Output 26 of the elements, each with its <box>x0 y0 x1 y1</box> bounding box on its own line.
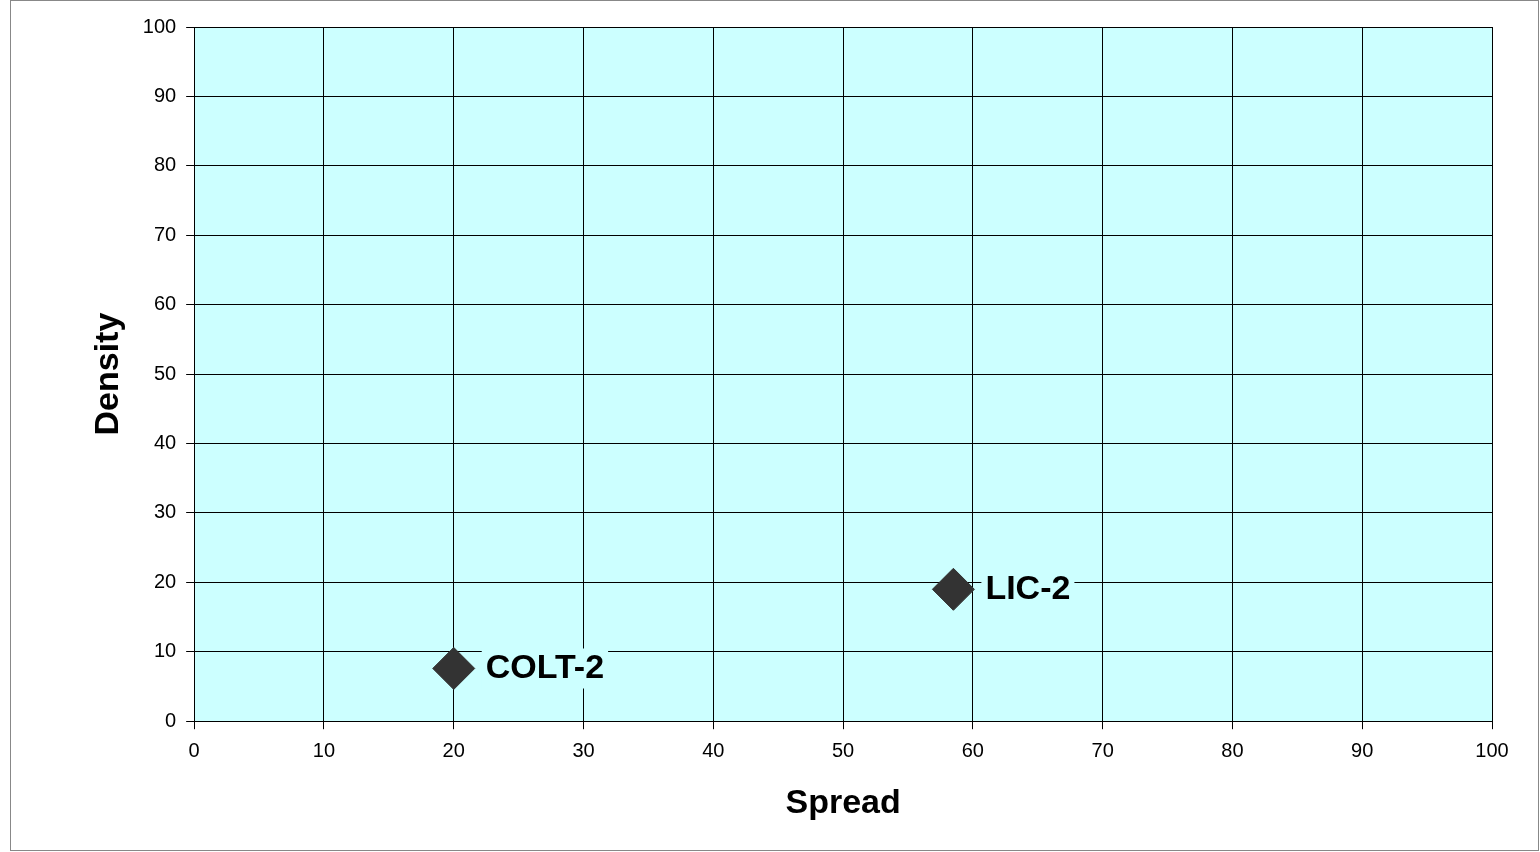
x-tick-label: 40 <box>702 738 725 761</box>
x-axis-title: Spread <box>785 781 901 820</box>
y-tick-label: 20 <box>153 569 177 592</box>
x-tick-label: 30 <box>572 738 595 761</box>
y-tick-label: 70 <box>153 222 177 245</box>
x-tick-label: 10 <box>312 738 336 761</box>
y-tick-label: 10 <box>153 639 177 662</box>
y-tick-label: 80 <box>153 153 177 176</box>
y-tick-label: 0 <box>165 708 177 731</box>
y-tick-label: 30 <box>153 500 177 523</box>
x-tick-label: 70 <box>1091 738 1114 761</box>
x-tick-label: 100 <box>1475 738 1509 761</box>
x-tick-label: 60 <box>961 738 984 761</box>
x-tick-label: 80 <box>1221 738 1244 761</box>
x-tick-label: 50 <box>831 738 855 761</box>
y-axis-title: Density <box>86 312 125 436</box>
y-tick-label: 90 <box>153 83 177 106</box>
x-tick-label: 0 <box>188 738 200 761</box>
y-tick-label: 60 <box>153 292 177 315</box>
y-tick-label: 40 <box>153 431 177 454</box>
x-tick-label: 20 <box>442 738 465 761</box>
y-tick-label: 50 <box>153 361 177 384</box>
y-tick-label: 100 <box>142 14 177 37</box>
x-tick-label: 90 <box>1351 738 1374 761</box>
annotation: LIC-2 <box>985 567 1071 606</box>
annotation: COLT-2 <box>485 646 605 685</box>
